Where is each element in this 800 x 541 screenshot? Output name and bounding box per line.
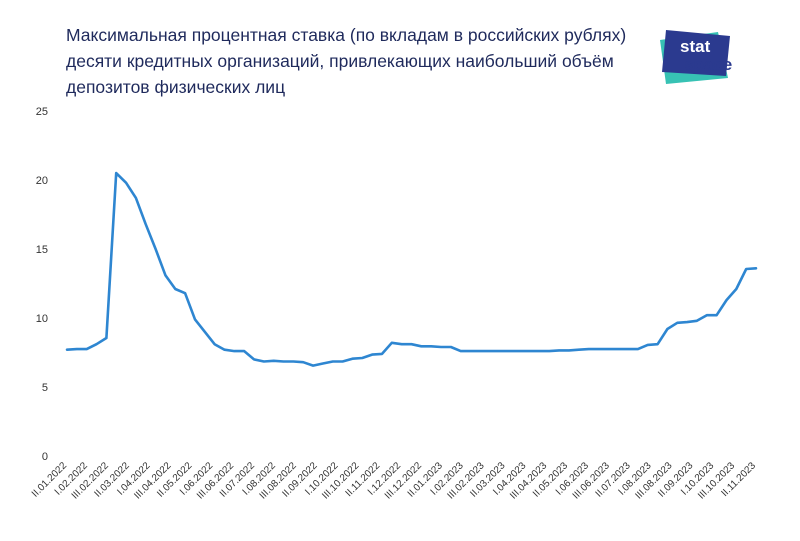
y-tick-label: 0	[42, 451, 48, 463]
title-line-1: Максимальная процентная ставка (по вклад…	[66, 25, 627, 45]
y-tick-label: 15	[36, 244, 48, 256]
logo-text-space: space	[684, 55, 732, 74]
y-axis-ticks: 0 5 10 15 20 25	[36, 106, 48, 463]
series-lines	[65, 171, 758, 367]
logo-front-shape	[662, 30, 730, 76]
y-tick-label: 5	[42, 382, 48, 394]
logo-text-stat: stat	[680, 37, 711, 56]
logo-icon: stat space	[660, 30, 732, 84]
title-line-2: десяти кредитных организаций, привлекающ…	[66, 51, 614, 71]
y-tick-label: 25	[36, 106, 48, 118]
series-line	[65, 171, 758, 367]
chart-title: Максимальная процентная ставка (по вклад…	[66, 22, 646, 100]
y-tick-label: 10	[36, 313, 48, 325]
y-tick-label: 20	[36, 175, 48, 187]
statspace-logo: stat space	[656, 28, 756, 86]
x-axis-ticks: II.01.2022I.02.2022III.02.2022II.03.2022…	[30, 460, 759, 502]
title-line-3: депозитов физических лиц	[66, 77, 286, 97]
